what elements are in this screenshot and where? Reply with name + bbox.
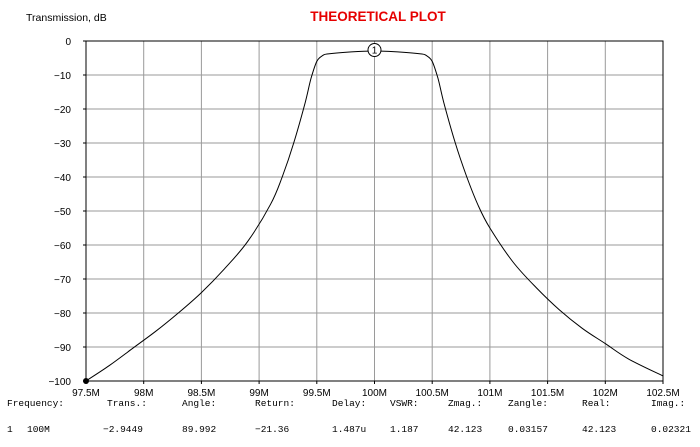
y-tick-label: −100 <box>48 377 71 388</box>
y-tick-label: −70 <box>54 275 71 286</box>
plot-frame <box>85 40 664 382</box>
chart-title: THEORETICAL PLOT <box>310 9 446 24</box>
markers-layer[interactable]: 1 <box>83 43 382 384</box>
x-tick-label: 97.5M <box>72 388 100 399</box>
chart: THEORETICAL PLOT Transmission, dB 97.5M 9… <box>26 9 680 399</box>
readout-zangle-value: 0.03157 <box>508 424 548 435</box>
x-tick-label: 99M <box>249 388 268 399</box>
readout-header-vswr: VSWR: <box>390 398 419 409</box>
y-tick-label: −40 <box>54 173 71 184</box>
y-tick-label: −30 <box>54 139 71 150</box>
grid <box>85 40 664 382</box>
readout-angle-value: 89.992 <box>182 424 217 435</box>
readout-frequency-value: 100M <box>27 424 50 435</box>
readout-header-frequency: Frequency: <box>7 398 65 409</box>
readout-header-imag: Imag.: <box>651 398 686 409</box>
readout-zmag-value: 42.123 <box>448 424 483 435</box>
y-tick-label: −50 <box>54 207 71 218</box>
y-tick-label: 0 <box>65 37 71 48</box>
readout-real-value: 42.123 <box>582 424 617 435</box>
x-tick-label: 98.5M <box>188 388 216 399</box>
readout-vswr-value: 1.187 <box>390 424 419 435</box>
readout-header-real: Real: <box>582 398 611 409</box>
x-tick-label: 98M <box>134 388 153 399</box>
readout-header-trans: Trans.: <box>107 398 147 409</box>
readout-delay-value: 1.487u <box>332 424 367 435</box>
readout-header-angle: Angle: <box>182 398 217 409</box>
readout-header-delay: Delay: <box>332 398 367 409</box>
readout-header-zmag: Zmag.: <box>448 398 483 409</box>
x-tick-label: 99.5M <box>303 388 331 399</box>
marker-label: 1 <box>372 46 378 57</box>
y-tick-label: −90 <box>54 343 71 354</box>
y-tick-label: −80 <box>54 309 71 320</box>
x-tick-label: 101.5M <box>531 388 564 399</box>
readout-trans-value: −2.9449 <box>103 424 143 435</box>
x-tick-label: 100.5M <box>416 388 449 399</box>
marker-circle[interactable] <box>367 43 382 58</box>
y-tick-label: −60 <box>54 241 71 252</box>
x-tick-label: 101M <box>477 388 502 399</box>
readout-imag-value: 0.02321 <box>651 424 691 435</box>
readout-return-value: −21.36 <box>255 424 290 435</box>
y-ticks: 0 −10 −20 −30 −40 −50 −60 −70 −80 −90 −100 <box>48 37 86 388</box>
y-tick-label: −20 <box>54 105 71 116</box>
x-tick-label: 100M <box>362 388 387 399</box>
readout-header-zangle: Zangle: <box>508 398 548 409</box>
x-tick-label: 102.5M <box>646 388 679 399</box>
x-ticks: 97.5M 98M 98.5M 99M 99.5M 100M 100.5M 101M 101.5… <box>72 381 680 399</box>
y-tick-label: −10 <box>54 71 71 82</box>
readout-header-return: Return: <box>255 398 295 409</box>
readout-row-index: 1 <box>7 424 13 435</box>
y-axis-label: Transmission, dB <box>26 12 107 24</box>
start-point-marker <box>83 378 89 384</box>
x-tick-label: 102M <box>593 388 618 399</box>
